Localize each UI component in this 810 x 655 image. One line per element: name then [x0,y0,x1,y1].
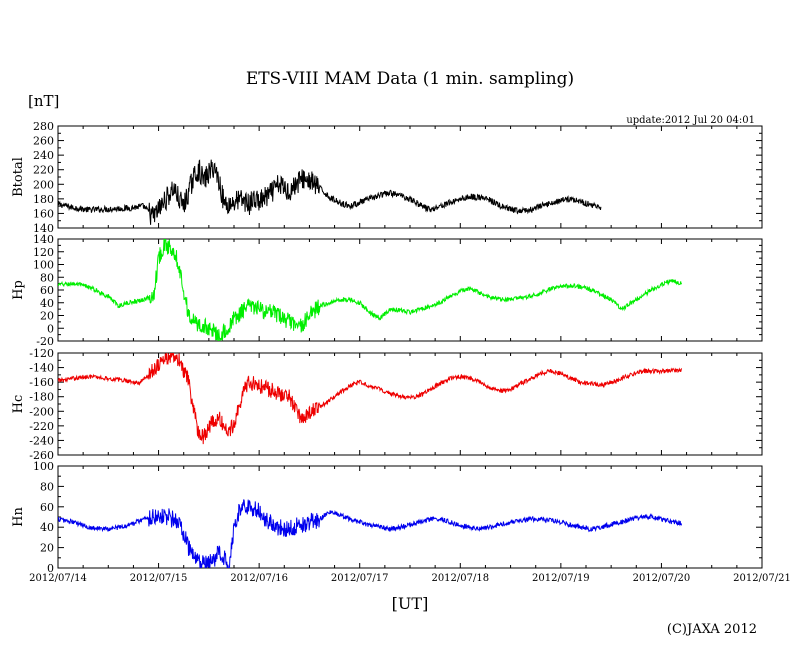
y-axis-label: Hc [11,395,26,414]
y-tick-label: 0 [47,562,54,575]
unit-label: [nT] [28,92,59,110]
y-tick-label: 0 [47,322,54,335]
panel-hc: -260 -240-220 -200-180 -160-140 -120 Hc [11,347,763,462]
x-tick-label: 2012/07/16 [230,573,288,584]
x-axis-label: [UT] [392,594,429,613]
y-tick-label: 100 [33,259,54,272]
y-tick-label: 40 [40,521,54,534]
y-tick-label: 200 [33,178,54,191]
x-tick-label: 2012/07/15 [130,573,188,584]
panel-hn: 0 20 40 60 80 100 Hn [11,460,763,575]
y-tick-label: 60 [40,284,54,297]
y-tick-label: -260 [29,449,54,462]
x-tick-label: 2012/07/21 [733,573,791,584]
copyright-notice: (C)JAXA 2012 [667,622,757,637]
x-tick-label: 2012/07/19 [532,573,590,584]
y-tick-label: 20 [40,542,54,555]
y-tick-label: 100 [33,460,54,473]
y-tick-label: -140 [29,362,54,375]
y-axis-label: Btotal [11,157,26,197]
y-tick-label: 240 [33,149,54,162]
series-line-hc [58,353,682,445]
y-tick-label: -180 [29,391,54,404]
series-line-hp [58,239,682,341]
y-tick-label: 260 [33,135,54,148]
y-tick-label: -240 [29,434,54,447]
x-tick-label: 2012/07/14 [29,573,87,584]
y-tick-label: 220 [33,164,54,177]
x-axis-ticks: 2012/07/14 2012/07/15 2012/07/16 2012/07/17… [29,573,791,584]
y-tick-label: -200 [29,405,54,418]
y-axis-label: Hp [11,280,26,300]
y-tick-label: -20 [36,335,54,348]
y-tick-label: 80 [40,480,54,493]
y-tick-label: 140 [33,233,54,246]
series-line-btotal [58,159,602,225]
panel-frame [57,352,763,456]
y-tick-label: 60 [40,501,54,514]
update-timestamp: update:2012 Jul 20 04:01 [626,115,755,126]
y-tick-label: -160 [29,376,54,389]
y-tick-label: 180 [33,193,54,206]
y-tick-label: 160 [33,207,54,220]
y-axis-label: Hn [11,507,26,527]
panel-stack: 140160180200220240260280Btotal-200204060… [11,120,763,575]
chart-title: ETS-VIII MAM Data (1 min. sampling) [246,69,574,89]
series-line-hn [58,499,682,568]
y-tick-label: 20 [40,310,54,323]
y-tick-label: 80 [40,271,54,284]
y-tick-label: 280 [33,120,54,133]
y-tick-label: -220 [29,420,54,433]
panel-frame [57,125,763,229]
x-tick-label: 2012/07/18 [431,573,489,584]
x-tick-label: 2012/07/20 [633,573,691,584]
y-tick-label: -120 [29,347,54,360]
y-tick-label: 140 [33,222,54,235]
y-tick-label: 40 [40,297,54,310]
y-tick-label: 120 [33,246,54,259]
x-tick-label: 2012/07/17 [331,573,389,584]
